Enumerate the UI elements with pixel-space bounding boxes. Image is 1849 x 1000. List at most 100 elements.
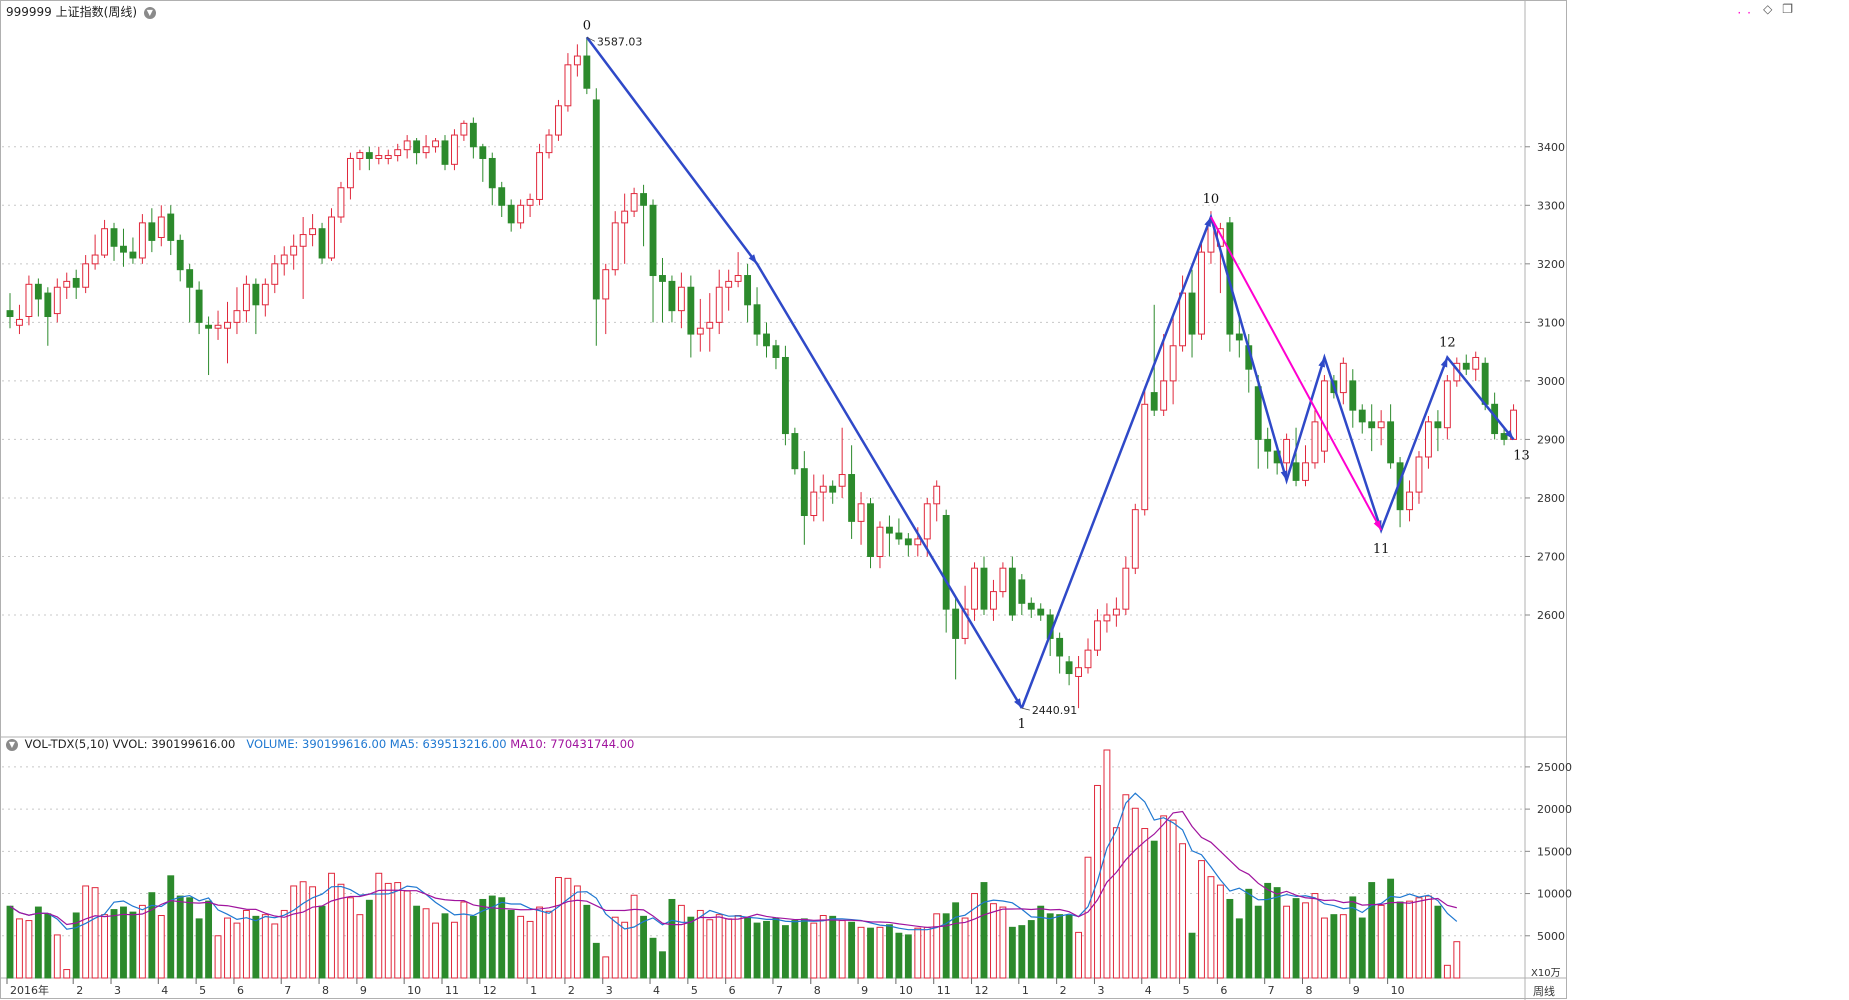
candle-body [952, 608, 960, 639]
wave-point-label: 1 [1018, 717, 1026, 732]
volume-bar [271, 923, 279, 979]
volume-bar [72, 912, 80, 979]
candle-body [1103, 614, 1111, 622]
volume-bar [1453, 941, 1461, 979]
candle-body [337, 187, 345, 218]
volume-bar [403, 890, 411, 979]
window-restore-icon[interactable]: ❐ [1782, 2, 1793, 16]
volume-bar [82, 885, 90, 979]
time-tick-label: 12 [483, 984, 497, 997]
stock-code: 999999 [6, 5, 52, 19]
time-tick-label: 2016年 [10, 983, 49, 997]
volume-bar [186, 897, 194, 979]
candle-body [242, 283, 250, 312]
candle-body [999, 567, 1007, 593]
candle-body [1141, 403, 1149, 511]
candle-body [72, 277, 80, 288]
wave-arrowhead [1318, 357, 1325, 368]
time-tick-label: 3 [1097, 984, 1104, 997]
time-tick-label: 9 [1353, 984, 1360, 997]
time-tick-label: 9 [861, 984, 868, 997]
candle-body [195, 289, 203, 323]
volume-bar [1349, 896, 1357, 979]
volume-bar [432, 922, 439, 979]
candle-body [744, 275, 752, 306]
candle-body [224, 321, 231, 329]
candle-body [375, 155, 383, 159]
candle-body [933, 485, 941, 505]
volume-bar [101, 914, 108, 979]
time-tick-label: 2 [568, 984, 575, 997]
volume-bar [460, 901, 468, 979]
candle-body [25, 283, 33, 318]
candle-body [1462, 362, 1470, 370]
volume-bar [1188, 932, 1196, 979]
candle-body [148, 222, 156, 241]
candle-body [318, 228, 326, 259]
time-tick-label: 4 [161, 984, 168, 997]
volume-bar [375, 872, 383, 979]
time-tick-label: 1 [1022, 984, 1029, 997]
volume-bar [328, 872, 335, 979]
candle-body [469, 122, 477, 148]
volume-menu-icon[interactable]: ▼ [6, 738, 18, 751]
time-tick-label: 1 [530, 984, 537, 997]
volume-bar [677, 904, 685, 979]
candle-body [649, 204, 657, 277]
period-label: (周线) [103, 5, 138, 19]
candle-body [507, 204, 515, 224]
wave-thin-line [586, 36, 758, 265]
volume-bar [744, 917, 752, 979]
candle-body [1415, 456, 1423, 493]
volume-bar [971, 893, 978, 979]
volume-bar [725, 918, 733, 979]
candle-body [1018, 579, 1026, 604]
volume-bar [1387, 878, 1395, 979]
stock-name: 上证指数 [55, 5, 104, 19]
volume-bar [214, 935, 222, 979]
candle-body [1169, 345, 1177, 382]
candle-body [1434, 421, 1442, 429]
candle-body [1368, 421, 1376, 429]
diamond-icon[interactable]: ◇ [1763, 2, 1773, 16]
volume-bar [299, 881, 307, 979]
candle-body [233, 310, 241, 323]
volume-bar [1216, 884, 1224, 979]
volume-bar [904, 934, 912, 979]
candle-body [1283, 438, 1291, 464]
candle-body [1264, 438, 1272, 452]
magenta-arrowhead [1373, 520, 1382, 531]
volume-bar [592, 942, 600, 979]
volume-bar [810, 922, 818, 979]
volume-bar [6, 905, 14, 979]
candle-body [602, 269, 610, 300]
time-tick-label: 5 [199, 984, 206, 997]
candle-body [990, 591, 997, 610]
volume-bar [110, 909, 118, 979]
candle-body [971, 567, 978, 610]
volume-bar [545, 910, 553, 979]
volume-tick-label: 20000 [1537, 803, 1572, 816]
volume-bar [1320, 917, 1328, 979]
time-tick-label: 4 [653, 984, 660, 997]
volume-bar [1065, 915, 1073, 979]
volume-tick-label: 25000 [1537, 761, 1572, 774]
wave-arrowhead [1014, 698, 1022, 709]
candle-body [1358, 409, 1366, 423]
candle-body [460, 122, 468, 136]
candle-body [205, 324, 213, 329]
candle-body [555, 105, 562, 136]
dropdown-chevron-icon[interactable]: ▼ [143, 6, 156, 19]
volume-bar [488, 895, 496, 979]
time-tick-label: 8 [322, 984, 329, 997]
candle-body [781, 356, 789, 435]
time-tick-label: 8 [1306, 984, 1313, 997]
candle-body [914, 538, 922, 546]
volume-bar [1283, 905, 1291, 979]
wave-point-label: 0 [583, 18, 591, 33]
candle-body [167, 213, 175, 241]
volume-bar [867, 927, 874, 979]
volume-bar [876, 926, 884, 979]
candle-body [214, 324, 222, 329]
volume-bar [1179, 843, 1187, 979]
